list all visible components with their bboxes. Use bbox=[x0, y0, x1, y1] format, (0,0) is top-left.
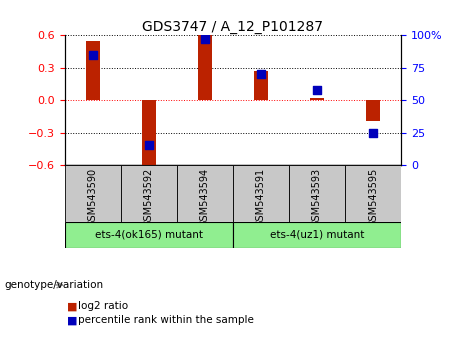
Bar bbox=[233, 222, 401, 248]
Bar bbox=[121, 165, 177, 222]
Bar bbox=[65, 222, 233, 248]
Bar bbox=[198, 35, 212, 100]
Text: GSM543592: GSM543592 bbox=[144, 168, 154, 227]
Text: ets-4(ok165) mutant: ets-4(ok165) mutant bbox=[95, 230, 203, 240]
Bar bbox=[254, 71, 268, 100]
Point bbox=[369, 130, 377, 135]
Bar bbox=[142, 100, 156, 168]
Bar bbox=[289, 165, 345, 222]
Text: GSM543591: GSM543591 bbox=[256, 168, 266, 227]
Text: ■: ■ bbox=[67, 301, 77, 311]
Point bbox=[201, 36, 208, 42]
Text: GSM543594: GSM543594 bbox=[200, 168, 210, 227]
Text: log2 ratio: log2 ratio bbox=[78, 301, 129, 311]
Bar bbox=[177, 165, 233, 222]
Text: ■: ■ bbox=[67, 315, 77, 325]
Bar bbox=[233, 165, 289, 222]
Title: GDS3747 / A_12_P101287: GDS3747 / A_12_P101287 bbox=[142, 21, 323, 34]
Bar bbox=[345, 165, 401, 222]
Point bbox=[257, 72, 265, 77]
Text: genotype/variation: genotype/variation bbox=[5, 280, 104, 290]
Point bbox=[145, 143, 152, 148]
Bar bbox=[310, 98, 324, 100]
Bar bbox=[86, 41, 100, 100]
Bar bbox=[366, 100, 380, 121]
Text: GSM543595: GSM543595 bbox=[368, 168, 378, 227]
Point bbox=[313, 87, 321, 93]
Text: ets-4(uz1) mutant: ets-4(uz1) mutant bbox=[270, 230, 364, 240]
Point bbox=[89, 52, 96, 58]
Text: percentile rank within the sample: percentile rank within the sample bbox=[78, 315, 254, 325]
Text: GSM543593: GSM543593 bbox=[312, 168, 322, 227]
Text: GSM543590: GSM543590 bbox=[88, 168, 98, 227]
Bar bbox=[65, 165, 121, 222]
